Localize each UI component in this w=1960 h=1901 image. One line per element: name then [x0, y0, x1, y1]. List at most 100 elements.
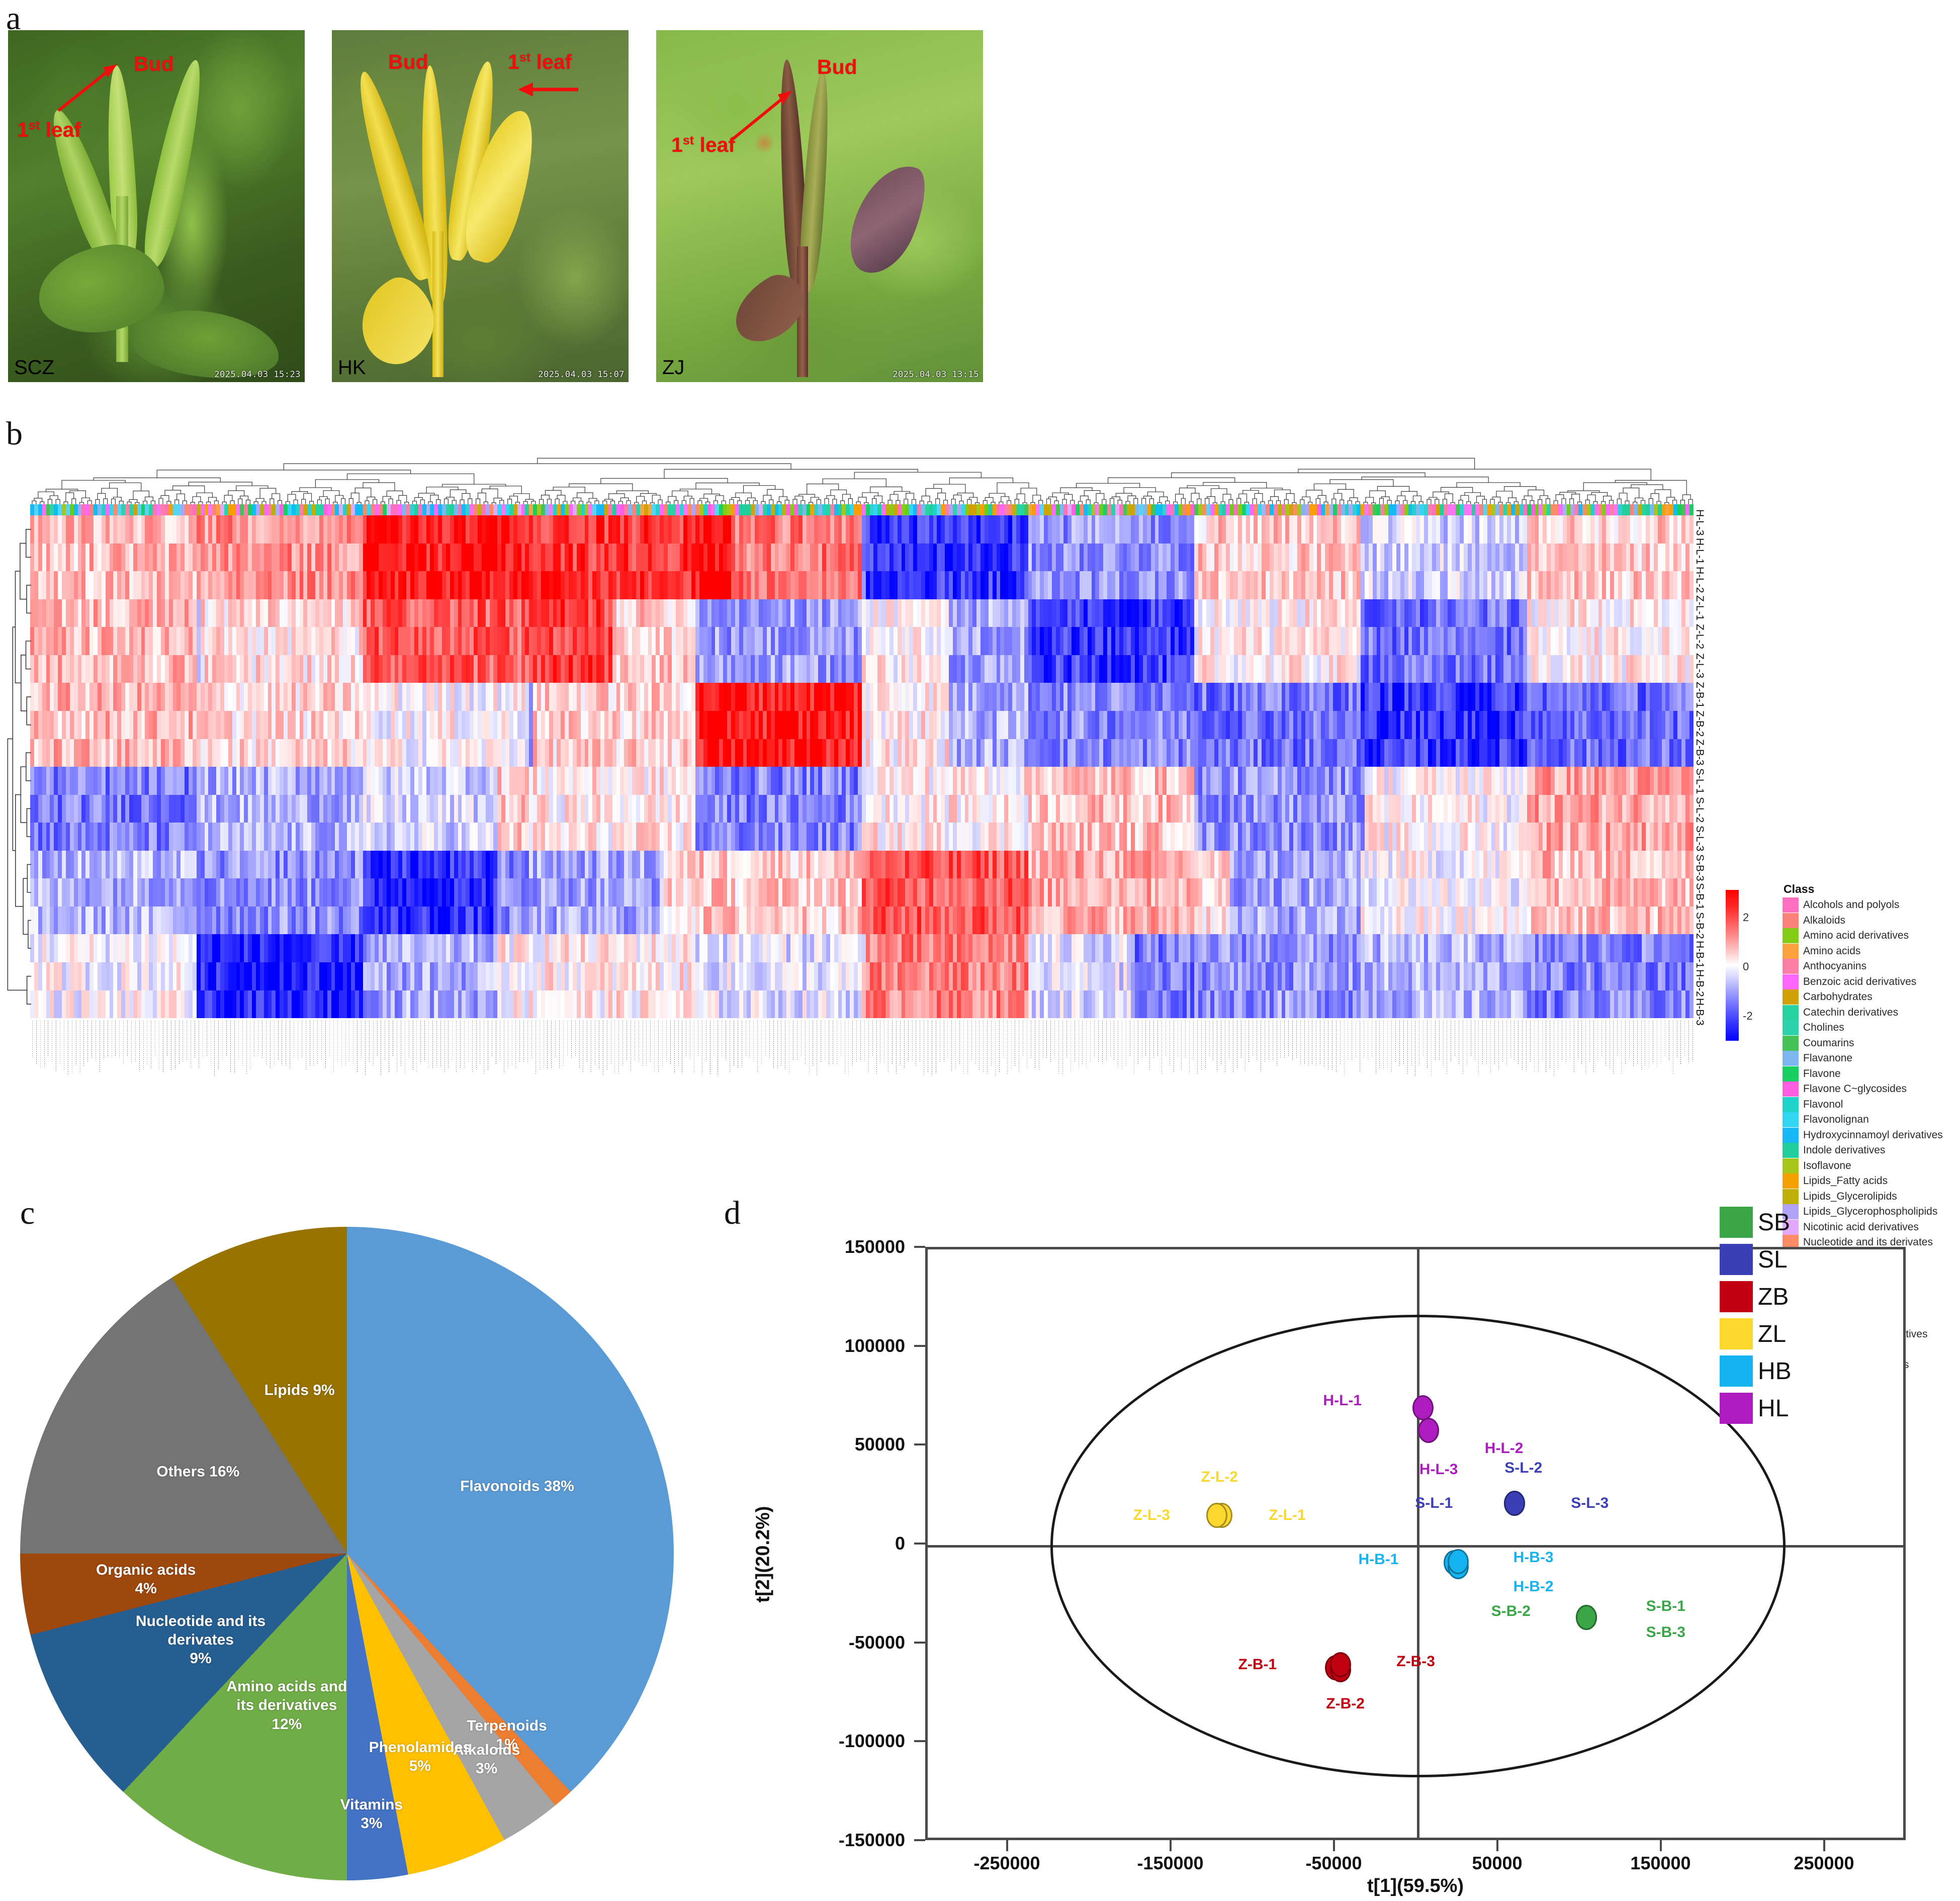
- heatmap-cell: [988, 627, 993, 655]
- heatmap-cell: [204, 627, 209, 655]
- heatmap-cell: [367, 543, 371, 572]
- heatmap-cell: [580, 767, 585, 795]
- heatmap-cell: [406, 655, 410, 683]
- heatmap-cell: [671, 655, 676, 683]
- heatmap-cell: [1614, 515, 1618, 544]
- heatmap-cell: [1032, 599, 1036, 627]
- heatmap-cell: [905, 515, 910, 544]
- heatmap-cell: [988, 710, 993, 739]
- heatmap-cell: [509, 599, 513, 627]
- heatmap-cell: [181, 767, 185, 795]
- heatmap-cell: [596, 599, 600, 627]
- heatmap-cell: [861, 655, 866, 683]
- heatmap-cell: [584, 683, 589, 711]
- heatmap-cell: [350, 794, 355, 823]
- heatmap-cell: [1424, 571, 1428, 599]
- heatmap-cell: [1384, 571, 1389, 599]
- class-strip-cell: [259, 504, 264, 515]
- heatmap-cell: [1174, 739, 1179, 767]
- heatmap-cell: [992, 627, 997, 655]
- heatmap-cell: [770, 710, 775, 739]
- heatmap-cell: [818, 627, 822, 655]
- heatmap-cell: [50, 515, 54, 544]
- heatmap-cell: [1618, 655, 1622, 683]
- heatmap-cell: [145, 767, 149, 795]
- heatmap-cell: [952, 543, 957, 572]
- heatmap-cell: [1543, 571, 1547, 599]
- heatmap-cell: [46, 710, 50, 739]
- heatmap-cell: [667, 794, 672, 823]
- heatmap-cell: [185, 599, 189, 627]
- heatmap-cell: [105, 655, 110, 683]
- heatmap-cell: [1040, 767, 1044, 795]
- heatmap-cell: [826, 794, 830, 823]
- heatmap-cell: [1669, 710, 1674, 739]
- heatmap-cell: [1095, 627, 1100, 655]
- heatmap-cell: [331, 794, 335, 823]
- heatmap-cell: [913, 627, 917, 655]
- heatmap-cell: [371, 655, 375, 683]
- class-strip-cell: [1076, 504, 1080, 515]
- heatmap-cell: [1273, 627, 1278, 655]
- heatmap-cell: [1669, 683, 1674, 711]
- heatmap-cell: [101, 599, 106, 627]
- heatmap-cell: [889, 627, 894, 655]
- heatmap-cell: [596, 627, 600, 655]
- heatmap-cell: [382, 767, 387, 795]
- heatmap-cell: [1202, 571, 1206, 599]
- heatmap-cell: [1638, 683, 1642, 711]
- heatmap-cell: [1241, 515, 1246, 544]
- heatmap-cell: [1214, 599, 1218, 627]
- heatmap-cell: [442, 543, 446, 572]
- heatmap-cell: [1123, 515, 1127, 544]
- heatmap-cell: [1345, 571, 1349, 599]
- heatmap-cell: [276, 627, 280, 655]
- heatmap-cell: [1004, 683, 1009, 711]
- class-strip-cell: [996, 504, 1001, 515]
- heatmap-cell: [1206, 515, 1210, 544]
- heatmap-cell: [1361, 543, 1365, 572]
- class-strip-cell: [1269, 504, 1274, 515]
- class-strip-cell: [1372, 504, 1377, 515]
- heatmap-cell: [1610, 739, 1614, 767]
- heatmap-cell: [683, 543, 688, 572]
- heatmap-cell: [1115, 571, 1119, 599]
- heatmap-cell: [588, 543, 593, 572]
- heatmap-cell: [505, 571, 509, 599]
- heatmap-cell: [244, 627, 248, 655]
- heatmap-cell: [54, 599, 58, 627]
- heatmap-cell: [1618, 683, 1622, 711]
- heatmap-cell: [1602, 710, 1607, 739]
- heatmap-cell: [1499, 543, 1503, 572]
- heatmap-cell: [802, 655, 807, 683]
- class-strip-cell: [1353, 504, 1357, 515]
- heatmap-cell: [1432, 767, 1436, 795]
- heatmap-cell: [268, 683, 272, 711]
- heatmap-cell: [1142, 767, 1147, 795]
- heatmap-cell: [315, 794, 319, 823]
- heatmap-cell: [1174, 794, 1179, 823]
- heatmap-cell: [616, 571, 620, 599]
- heatmap-cell: [1000, 599, 1005, 627]
- heatmap-cell: [1277, 794, 1282, 823]
- heatmap-cell: [1067, 655, 1072, 683]
- heatmap-cell: [208, 543, 213, 572]
- heatmap-cell: [545, 571, 549, 599]
- heatmap-cell: [695, 543, 699, 572]
- heatmap-cell: [1341, 599, 1345, 627]
- heatmap-cell: [157, 683, 161, 711]
- heatmap-cell: [652, 683, 656, 711]
- heatmap-cell: [1146, 543, 1151, 572]
- class-strip-cell: [1258, 504, 1262, 515]
- heatmap-cell: [347, 655, 351, 683]
- heatmap-cell: [873, 627, 878, 655]
- heatmap-cell: [648, 543, 652, 572]
- heatmap-cell: [493, 683, 498, 711]
- heatmap-cell: [981, 767, 985, 795]
- heatmap-cell: [176, 794, 181, 823]
- heatmap-cell: [1554, 571, 1559, 599]
- heatmap-cell: [1186, 571, 1191, 599]
- heatmap-cell: [960, 655, 965, 683]
- heatmap-cell: [1626, 655, 1630, 683]
- heatmap-cell: [786, 710, 790, 739]
